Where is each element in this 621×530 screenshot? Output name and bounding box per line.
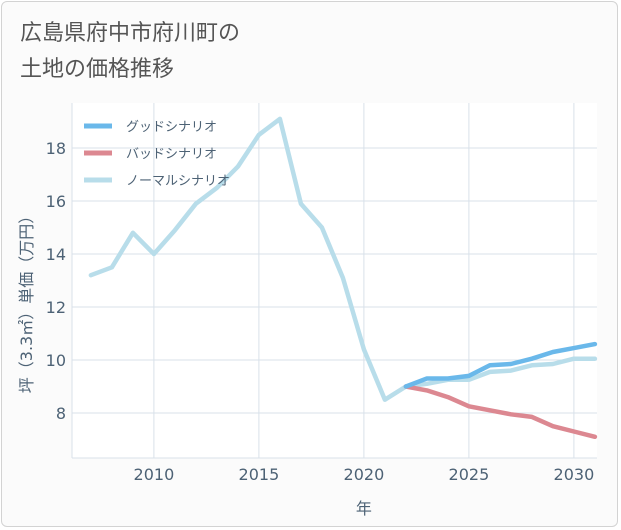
series-line-good bbox=[403, 341, 598, 389]
series-line-bad bbox=[403, 384, 598, 440]
y-tick-label-16: 16 bbox=[46, 192, 66, 211]
x-axis-title: 年 bbox=[356, 499, 372, 518]
y-tick-label-14: 14 bbox=[46, 245, 66, 264]
y-tick-label-12: 12 bbox=[46, 298, 66, 317]
chart-title: 広島県府中市府川町の 土地の価格推移 bbox=[20, 16, 240, 88]
x-tick-label-2015: 2015 bbox=[239, 465, 280, 484]
y-tick-label-18: 18 bbox=[46, 139, 66, 158]
legend-label-normal: ノーマルシナリオ bbox=[126, 174, 230, 189]
title-line-2: 土地の価格推移 bbox=[20, 57, 175, 82]
y-axis-title: 坪（3.3㎡）単価（万円） bbox=[17, 208, 36, 393]
legend-label-bad: バッドシナリオ bbox=[126, 147, 217, 162]
x-tick-label-2020: 2020 bbox=[344, 465, 385, 484]
plot-area bbox=[72, 103, 597, 458]
series-line-normal bbox=[88, 116, 598, 402]
x-tick-label-2030: 2030 bbox=[554, 465, 595, 484]
x-tick-label-2010: 2010 bbox=[134, 465, 175, 484]
legend-label-good: グッドシナリオ bbox=[126, 120, 217, 135]
x-tick-label-2025: 2025 bbox=[449, 465, 490, 484]
y-tick-label-8: 8 bbox=[56, 404, 66, 423]
title-line-1: 広島県府中市府川町の bbox=[20, 21, 241, 46]
y-tick-label-10: 10 bbox=[46, 351, 66, 370]
